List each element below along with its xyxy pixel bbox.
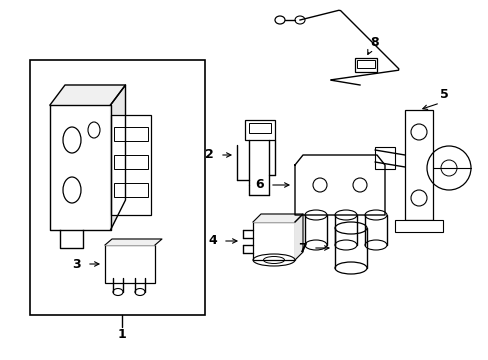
Bar [394, 220, 442, 232]
Bar [113, 155, 147, 169]
Bar [354, 58, 376, 72]
Bar [105, 245, 155, 283]
Text: 1: 1 [118, 328, 126, 342]
Bar [244, 120, 274, 140]
Text: 4: 4 [208, 234, 217, 248]
Bar [113, 127, 147, 141]
Polygon shape [294, 155, 384, 215]
Bar [113, 183, 147, 197]
Text: 8: 8 [369, 36, 378, 49]
Polygon shape [50, 105, 110, 230]
Polygon shape [110, 85, 125, 230]
Polygon shape [252, 214, 303, 222]
Bar [374, 147, 394, 169]
Text: 6: 6 [255, 179, 264, 192]
Text: 5: 5 [439, 89, 448, 102]
Bar [404, 110, 432, 220]
Polygon shape [105, 239, 162, 245]
Bar [356, 60, 374, 68]
Bar [110, 115, 150, 215]
Bar [252, 222, 294, 260]
Bar [30, 60, 204, 315]
Polygon shape [294, 214, 303, 260]
Bar [248, 123, 270, 133]
Text: 3: 3 [72, 257, 81, 270]
Polygon shape [50, 85, 125, 105]
Text: 7: 7 [298, 242, 306, 255]
Text: 2: 2 [205, 148, 214, 162]
